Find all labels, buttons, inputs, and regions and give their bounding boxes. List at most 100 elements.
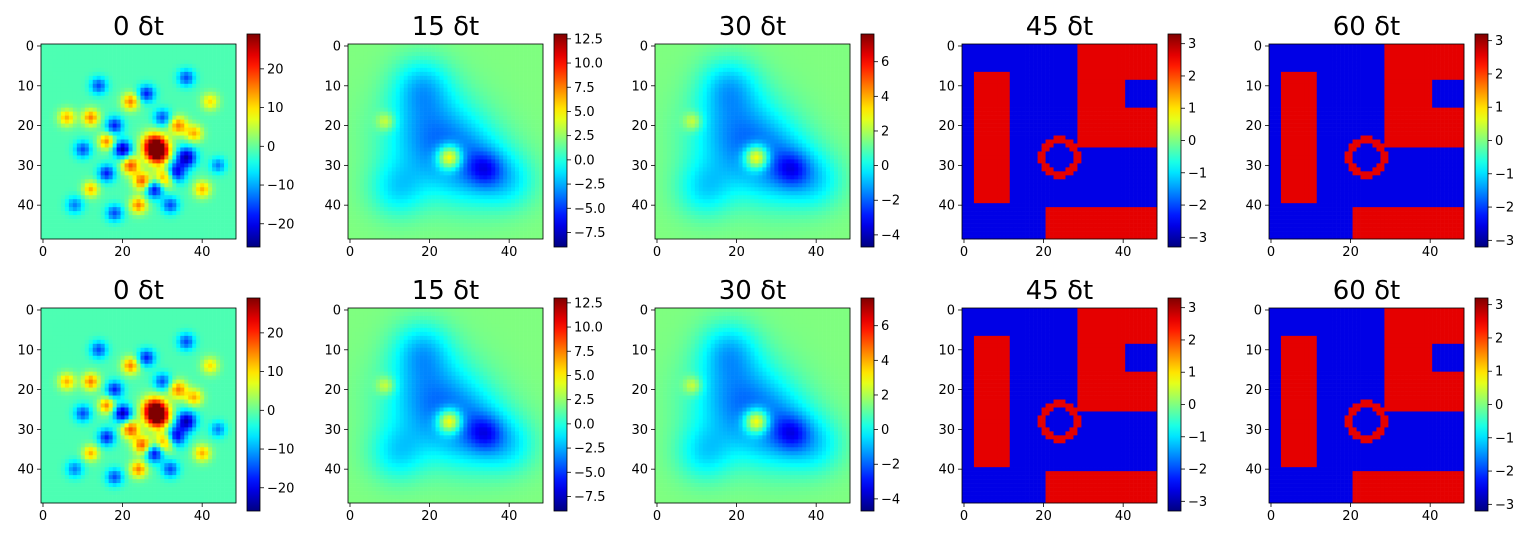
heatmap-cell bbox=[81, 140, 85, 144]
heatmap-cell bbox=[113, 191, 117, 195]
heatmap-cell bbox=[125, 211, 129, 215]
heatmap-cell bbox=[515, 48, 519, 52]
heatmap-cell bbox=[228, 223, 232, 227]
heatmap-cell bbox=[479, 219, 483, 223]
heatmap-cell bbox=[125, 155, 129, 159]
heatmap-cell bbox=[41, 231, 45, 235]
heatmap-cell bbox=[81, 211, 85, 215]
heatmap-cell bbox=[49, 80, 53, 84]
heatmap-cell bbox=[495, 187, 499, 191]
heatmap-cell bbox=[168, 211, 172, 215]
heatmap-cell bbox=[380, 120, 384, 124]
heatmap-cell bbox=[45, 191, 49, 195]
heatmap-cell bbox=[360, 231, 364, 235]
heatmap-cell bbox=[180, 183, 184, 187]
heatmap-cell bbox=[475, 44, 479, 48]
heatmap-cell bbox=[471, 72, 475, 76]
heatmap-cell bbox=[499, 183, 503, 187]
heatmap-cell bbox=[152, 187, 156, 191]
heatmap-cell bbox=[487, 52, 491, 56]
heatmap-cell bbox=[491, 112, 495, 116]
heatmap-cell bbox=[77, 207, 81, 211]
heatmap-cell bbox=[105, 223, 109, 227]
heatmap-cell bbox=[192, 80, 196, 84]
heatmap-cell bbox=[224, 155, 228, 159]
heatmap-cell bbox=[463, 80, 467, 84]
heatmap-cell bbox=[479, 100, 483, 104]
heatmap-cell bbox=[440, 191, 444, 195]
heatmap-cell bbox=[428, 159, 432, 163]
heatmap-cell bbox=[45, 44, 49, 48]
heatmap-cell bbox=[69, 48, 73, 52]
heatmap-cell bbox=[125, 183, 129, 187]
heatmap-cell bbox=[798, 48, 802, 52]
heatmap-cell bbox=[444, 88, 448, 92]
heatmap-cell bbox=[384, 159, 388, 163]
heatmap-cell bbox=[408, 227, 412, 231]
heatmap-cell bbox=[707, 44, 711, 48]
heatmap-cell bbox=[416, 132, 420, 136]
heatmap-cell bbox=[348, 92, 352, 96]
heatmap-cell bbox=[483, 199, 487, 203]
heatmap-cell bbox=[531, 44, 535, 48]
heatmap-cell bbox=[81, 215, 85, 219]
heatmap-cell bbox=[527, 167, 531, 171]
heatmap-cell bbox=[380, 112, 384, 116]
heatmap-cell bbox=[156, 147, 160, 151]
heatmap-cell bbox=[743, 52, 747, 56]
heatmap-cell bbox=[184, 171, 188, 175]
heatmap-cell bbox=[121, 116, 125, 120]
heatmap-cell bbox=[172, 104, 176, 108]
heatmap-cell bbox=[503, 159, 507, 163]
heatmap-cell bbox=[511, 52, 515, 56]
heatmap-cell bbox=[93, 124, 97, 128]
heatmap-cell bbox=[495, 44, 499, 48]
heatmap-cell bbox=[475, 104, 479, 108]
heatmap-cell bbox=[168, 44, 172, 48]
heatmap-cell bbox=[467, 167, 471, 171]
heatmap-cell bbox=[499, 231, 503, 235]
heatmap-cell bbox=[392, 203, 396, 207]
heatmap-cell bbox=[503, 88, 507, 92]
heatmap-cell bbox=[69, 159, 73, 163]
x-tick-label: 20 bbox=[421, 245, 438, 260]
heatmap-cell bbox=[45, 116, 49, 120]
heatmap-cell bbox=[89, 84, 93, 88]
heatmap-cell bbox=[65, 68, 69, 72]
heatmap-cell bbox=[352, 88, 356, 92]
heatmap-cell bbox=[392, 120, 396, 124]
heatmap-cell bbox=[503, 92, 507, 96]
heatmap-cell bbox=[459, 179, 463, 183]
heatmap-cell bbox=[396, 44, 400, 48]
heatmap-cell bbox=[491, 52, 495, 56]
heatmap-cell bbox=[511, 88, 515, 92]
heatmap-cell bbox=[168, 76, 172, 80]
heatmap-cell bbox=[101, 140, 105, 144]
colorbar-tick-label: 10.0 bbox=[574, 57, 603, 72]
heatmap-cell bbox=[49, 227, 53, 231]
heatmap-cell bbox=[57, 179, 61, 183]
heatmap-cell bbox=[105, 211, 109, 215]
heatmap-cell bbox=[400, 179, 404, 183]
heatmap-cell bbox=[61, 124, 65, 128]
heatmap-cell bbox=[360, 132, 364, 136]
heatmap-cell bbox=[424, 80, 428, 84]
heatmap-cell bbox=[535, 44, 539, 48]
heatmap-cell bbox=[527, 80, 531, 84]
heatmap-cell bbox=[81, 68, 85, 72]
heatmap-cell bbox=[113, 112, 117, 116]
heatmap-cell bbox=[109, 60, 113, 64]
heatmap-cell bbox=[220, 143, 224, 147]
heatmap-cell bbox=[140, 167, 144, 171]
heatmap-cell bbox=[412, 175, 416, 179]
y-tick-label: 20 bbox=[324, 119, 341, 134]
heatmap-cell bbox=[348, 203, 352, 207]
heatmap-cell bbox=[216, 179, 220, 183]
heatmap-cell bbox=[491, 132, 495, 136]
heatmap-cell bbox=[204, 203, 208, 207]
heatmap-cell bbox=[467, 84, 471, 88]
heatmap-cell bbox=[156, 203, 160, 207]
heatmap-cell bbox=[424, 136, 428, 140]
heatmap-cell bbox=[85, 187, 89, 191]
heatmap-cell bbox=[360, 175, 364, 179]
